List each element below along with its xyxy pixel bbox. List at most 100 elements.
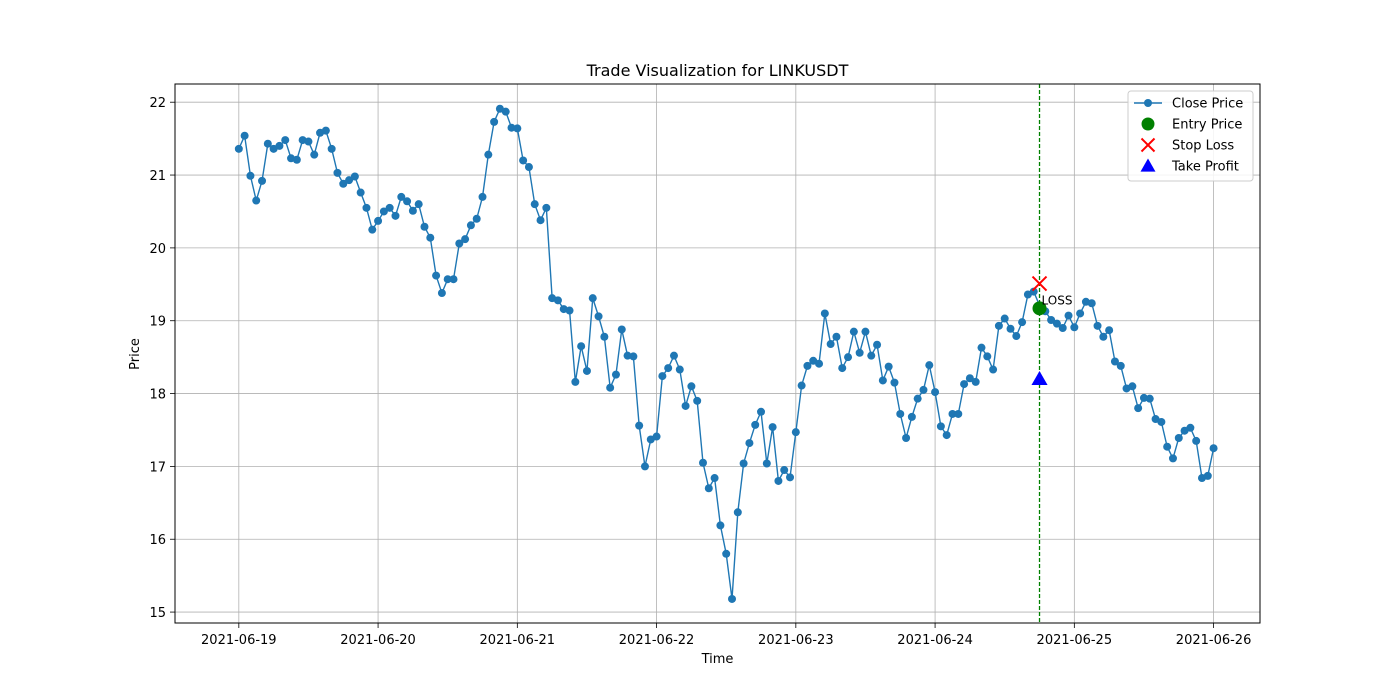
close-price-point xyxy=(1047,315,1056,324)
close-price-point xyxy=(907,412,916,421)
close-price-point xyxy=(640,462,649,471)
x-tick-label: 2021-06-21 xyxy=(480,633,556,648)
close-price-point xyxy=(617,325,626,334)
entry-price-marker xyxy=(1032,301,1047,316)
close-price-point xyxy=(1006,324,1015,333)
y-tick-label: 22 xyxy=(149,96,166,111)
close-price-point xyxy=(1110,357,1119,366)
close-price-point xyxy=(397,192,406,201)
legend-stop-loss-swatch xyxy=(1140,137,1156,153)
close-price-point xyxy=(954,409,963,418)
close-price-point xyxy=(989,365,998,374)
close-price-point xyxy=(623,351,632,360)
close-price-point xyxy=(786,473,795,482)
close-price-point xyxy=(844,353,853,362)
close-price-point xyxy=(507,123,516,132)
x-tick-label: 2021-06-22 xyxy=(619,633,695,648)
close-price-point xyxy=(768,423,777,432)
close-price-point xyxy=(994,321,1003,330)
close-price-point xyxy=(960,380,969,389)
close-price-point xyxy=(1203,471,1212,480)
close-price-point xyxy=(919,385,928,394)
x-tick-label: 2021-06-26 xyxy=(1176,633,1252,648)
legend-label: Take Profit xyxy=(1171,160,1239,175)
close-price-point xyxy=(542,203,551,212)
legend-label: Stop Loss xyxy=(1172,139,1234,154)
close-price-point xyxy=(466,221,475,230)
close-price-point xyxy=(629,352,638,361)
close-price-point xyxy=(281,136,290,145)
close-price-point xyxy=(1134,404,1143,413)
close-price-point xyxy=(263,139,272,148)
close-price-point xyxy=(925,361,934,370)
close-price-point xyxy=(739,459,748,468)
close-price-point xyxy=(675,365,684,374)
close-price-point xyxy=(815,359,824,368)
close-price-point xyxy=(820,309,829,318)
close-price-point xyxy=(1099,332,1108,341)
close-price-point xyxy=(478,192,487,201)
annotation-label: LOSS xyxy=(1042,293,1073,307)
close-price-point xyxy=(1018,318,1027,327)
close-price-point xyxy=(362,203,371,212)
close-price-point xyxy=(757,407,766,416)
close-price-point xyxy=(443,275,452,284)
close-price-point xyxy=(977,343,986,352)
close-price-point xyxy=(704,484,713,493)
close-price-point xyxy=(594,312,603,321)
legend-take-profit-swatch xyxy=(1140,158,1156,172)
close-price-point xyxy=(374,216,383,225)
close-price-point xyxy=(379,207,388,216)
close-price-point xyxy=(890,378,899,387)
close-price-point xyxy=(652,432,661,441)
legend-point-swatch xyxy=(1144,99,1152,107)
close-price-point xyxy=(936,422,945,431)
y-axis-ticks: 15 16 17 18 19 20 21 22 xyxy=(149,96,175,621)
y-tick-label: 19 xyxy=(149,315,166,330)
close-price-point xyxy=(838,364,847,373)
close-price-point xyxy=(519,156,528,165)
close-price-point xyxy=(803,361,812,370)
close-price-point xyxy=(716,521,725,530)
plot-area xyxy=(175,84,1260,623)
close-price-point xyxy=(931,388,940,397)
close-price-point xyxy=(948,409,957,418)
close-price-point xyxy=(1145,394,1154,403)
close-price-point xyxy=(484,150,493,159)
y-tick-label: 16 xyxy=(149,533,166,548)
close-price-point xyxy=(861,327,870,336)
close-price-point xyxy=(1157,417,1166,426)
close-price-point xyxy=(472,214,481,223)
close-price-point xyxy=(867,351,876,360)
close-price-point xyxy=(449,275,458,284)
close-price-point xyxy=(780,466,789,475)
close-price-point xyxy=(234,144,243,153)
close-price-point xyxy=(942,431,951,440)
close-price-point xyxy=(902,433,911,442)
close-price-point xyxy=(1064,311,1073,320)
close-price-point xyxy=(403,197,412,206)
close-price-point xyxy=(878,376,887,385)
close-price-point xyxy=(1163,442,1172,451)
close-price-point xyxy=(855,348,864,357)
close-price-point xyxy=(1070,323,1079,332)
close-price-point xyxy=(884,362,893,371)
close-price-point xyxy=(826,340,835,349)
close-price-point xyxy=(681,401,690,410)
close-price-point xyxy=(246,171,255,180)
close-price-point xyxy=(391,211,400,220)
close-price-point xyxy=(669,351,678,360)
y-tick-label: 18 xyxy=(149,388,166,403)
close-price-point xyxy=(368,225,377,234)
close-price-point xyxy=(426,233,435,242)
close-price-point xyxy=(565,306,574,315)
close-price-point xyxy=(333,168,342,177)
marker-layer xyxy=(1031,275,1048,386)
close-price-point xyxy=(420,222,429,231)
close-price-point xyxy=(490,117,499,126)
close-price-point xyxy=(728,594,737,603)
close-price-point xyxy=(896,409,905,418)
close-price-point xyxy=(327,144,336,153)
close-price-point xyxy=(774,476,783,485)
